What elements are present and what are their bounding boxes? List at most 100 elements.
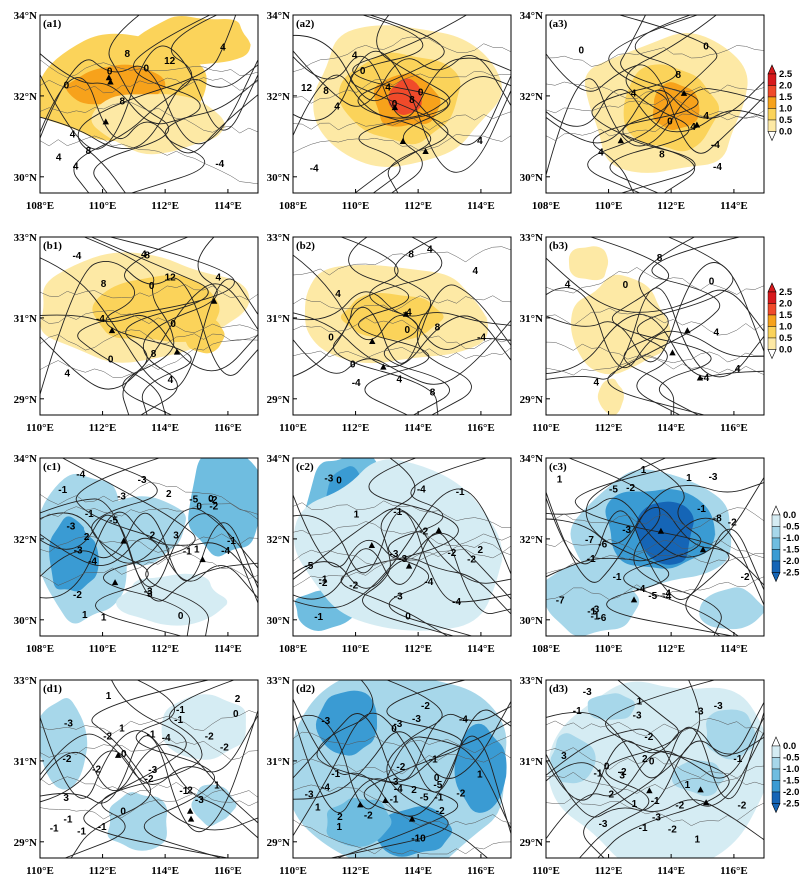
x-tick-label: 110°E <box>595 643 623 655</box>
contour-line <box>609 15 717 193</box>
contour-label: -10 <box>411 834 426 845</box>
x-tick-label: 110°E <box>595 200 623 212</box>
panel-field: -3-2-1-4-5-6-7-8-7 -6-5-11-11-2-3-4-1-4-3… <box>546 458 764 636</box>
contour-label: -4 <box>72 251 81 262</box>
shaded-region <box>699 587 764 630</box>
station-marker <box>380 363 387 370</box>
contour-label: 0 <box>623 280 629 291</box>
contour-label: -4 <box>162 733 171 744</box>
contour-label: -5 <box>609 485 618 496</box>
contour-line <box>350 15 449 193</box>
contour-label: -2 <box>92 765 101 776</box>
contour-label: 2 <box>608 790 614 801</box>
contour-label: -1 <box>314 612 323 623</box>
x-tick-label: 110°E <box>532 422 560 434</box>
contour-label: 4 <box>477 136 483 147</box>
contour-label: -3 <box>393 719 402 730</box>
colorbar-arrow <box>767 282 777 293</box>
y-tick-label: 34°N <box>267 453 290 465</box>
contour-line <box>546 736 764 818</box>
colorbar-segment <box>767 291 777 304</box>
province-boundary <box>40 737 258 761</box>
panel-frame <box>39 679 259 859</box>
contour-label: 0 <box>196 501 202 512</box>
station-marker <box>435 526 442 533</box>
colorbar-segment <box>771 768 781 781</box>
contour-label: -3 <box>66 521 75 532</box>
y-tick-label: 30°N <box>267 615 290 627</box>
y-tick-label: 30°N <box>14 172 37 184</box>
contour-label: 4 <box>334 102 340 113</box>
x-tick-label: 112°E <box>151 643 179 655</box>
contour-label: 1 <box>685 780 691 791</box>
province-boundary <box>40 710 258 734</box>
contour-line <box>293 532 511 614</box>
contour-label: -2 <box>349 581 358 592</box>
contour-label: -4 <box>394 784 403 795</box>
contour-line <box>40 533 258 599</box>
contour-label: 8 <box>151 349 157 360</box>
contour-label: 4 <box>397 374 403 385</box>
x-tick-label: 114°E <box>404 865 432 877</box>
panel-frame <box>292 14 512 194</box>
y-tick-label: 29°N <box>14 394 37 406</box>
province-boundary <box>40 135 258 185</box>
province-boundary <box>546 97 764 121</box>
contour-line <box>333 237 443 415</box>
contour-label: 2 <box>411 785 417 796</box>
contour-label: -1 <box>697 504 706 515</box>
shaded-region <box>191 784 239 827</box>
x-tick-label: 108°E <box>26 200 54 212</box>
panel-label: (b3) <box>549 240 568 252</box>
contour-line <box>587 15 718 193</box>
province-boundary <box>293 111 511 131</box>
contour-label: -4 <box>403 307 412 318</box>
contour-label: -3 <box>74 545 83 556</box>
panel-label: (d2) <box>296 683 315 695</box>
y-tick-label: 34°N <box>267 10 290 22</box>
contour-label: -1 <box>227 536 236 547</box>
contour-label: -2 <box>668 825 677 836</box>
station-marker <box>402 310 410 317</box>
station-marker <box>669 349 676 356</box>
contour-label: -1 <box>733 754 742 765</box>
contour-label: 4 <box>73 161 79 172</box>
contour-label: 0 <box>143 63 149 74</box>
contour-line <box>623 237 695 415</box>
contour-line <box>40 717 258 839</box>
contour-label: -2 <box>209 495 218 506</box>
contour-label: 0 <box>649 756 655 767</box>
contour-label: -3 <box>398 554 407 565</box>
panel-field: -4-3-2321-3-2-10-1-2-11-220-1-1-3-2-1-10… <box>40 680 258 858</box>
contour-label: -6 <box>597 613 606 624</box>
colorbar-segment <box>771 780 781 793</box>
contour-label: 0 <box>405 611 411 622</box>
contour-label: 4 <box>735 364 741 375</box>
colorbar-label: 2.0 <box>779 81 792 92</box>
contour-line <box>331 680 449 858</box>
contour-label: -1 <box>651 796 660 807</box>
contour-label: -3 <box>394 592 403 603</box>
y-tick-label: 32°N <box>520 91 543 103</box>
province-boundary <box>546 576 764 601</box>
contour-line <box>583 680 701 858</box>
contour-label: -2 <box>73 590 82 601</box>
contour-label: -3 <box>138 475 147 486</box>
x-tick-label: 114°E <box>657 865 685 877</box>
contour-line <box>546 482 764 583</box>
province-boundary <box>293 731 511 754</box>
x-tick-label: 112°E <box>151 200 179 212</box>
contour-label: 2 <box>642 754 648 765</box>
contour-label: 8 <box>435 323 441 334</box>
province-boundary <box>40 310 258 333</box>
contour-label: -2 <box>436 806 445 817</box>
station-marker <box>646 787 653 794</box>
contour-line <box>40 314 258 372</box>
y-tick-label: 31°N <box>14 313 37 325</box>
colorbar-arrow <box>771 505 781 516</box>
contour-label: -1 <box>58 485 67 496</box>
station-marker <box>422 147 429 154</box>
shaded-region <box>326 797 394 847</box>
